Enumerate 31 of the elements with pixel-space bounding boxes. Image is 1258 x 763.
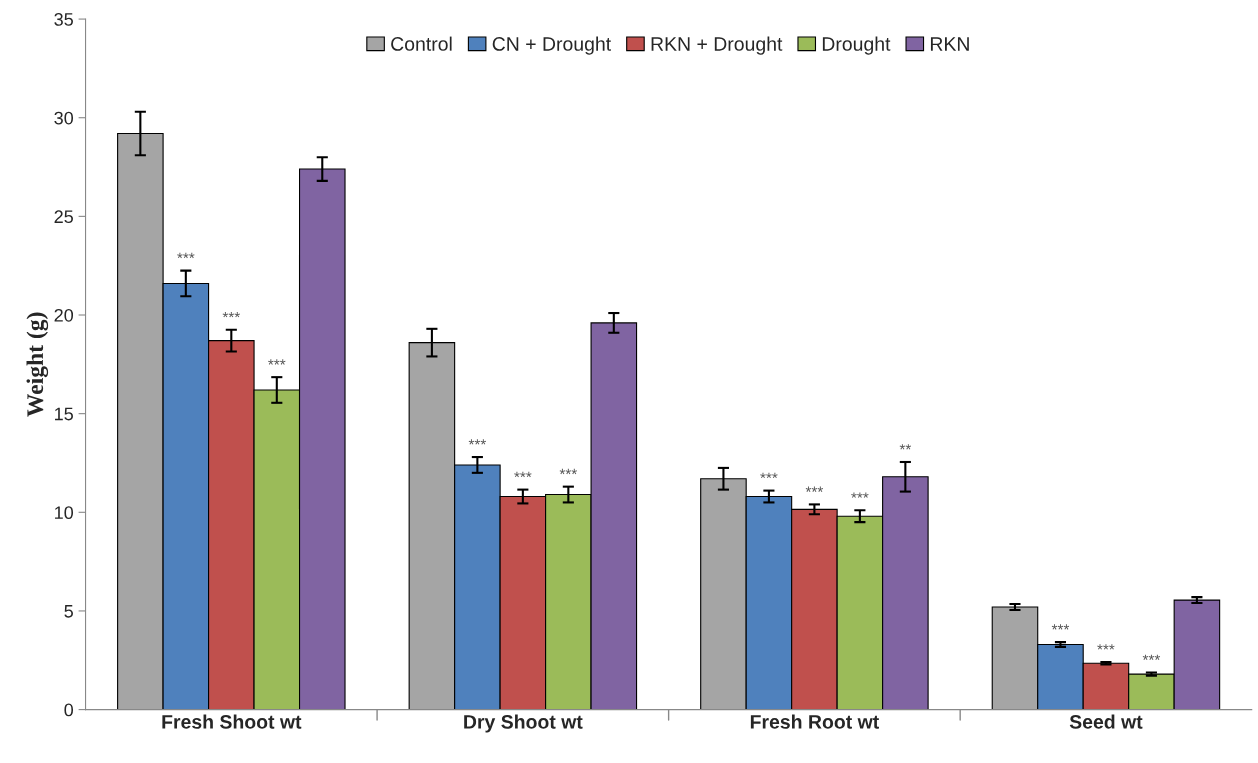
data-label: *** [514, 471, 532, 478]
data-label: *** [177, 252, 195, 259]
y-tick-label: 30 [54, 111, 74, 125]
data-label: *** [1097, 644, 1115, 650]
y-tick-label: 20 [54, 308, 74, 322]
legend-label: RKN [930, 37, 969, 51]
x-tick-label: Seed wt [1069, 714, 1143, 729]
y-tick-label: 5 [64, 605, 73, 618]
x-tick-label: Fresh Shoot wt [162, 714, 302, 729]
data-label: *** [468, 439, 487, 445]
x-tick-label: Fresh Root wt [750, 714, 879, 729]
data-label: *** [760, 472, 778, 479]
y-tick-label: 0 [64, 703, 74, 717]
y-tick-label: 25 [54, 210, 73, 224]
data-label: *** [1051, 624, 1070, 630]
legend-label: Control [391, 36, 452, 51]
legend-label: CN + Drought [492, 36, 612, 55]
y-tick-label: 35 [54, 13, 73, 26]
data-label: *** [559, 468, 578, 475]
data-label: *** [268, 359, 286, 365]
legend-label: RKN + Drought [651, 36, 783, 55]
x-tick-label: Dry Shoot wt [464, 714, 583, 733]
data-label: *** [1142, 654, 1161, 661]
data-label: *** [805, 486, 824, 492]
y-tick-label: 15 [55, 407, 73, 421]
y-axis-title: Weight (g) [26, 312, 49, 417]
data-label: ** [899, 444, 912, 450]
data-label: *** [851, 492, 869, 498]
data-label: *** [222, 311, 240, 318]
y-tick-label: 10 [55, 506, 74, 520]
legend-label: Drought [822, 36, 891, 55]
